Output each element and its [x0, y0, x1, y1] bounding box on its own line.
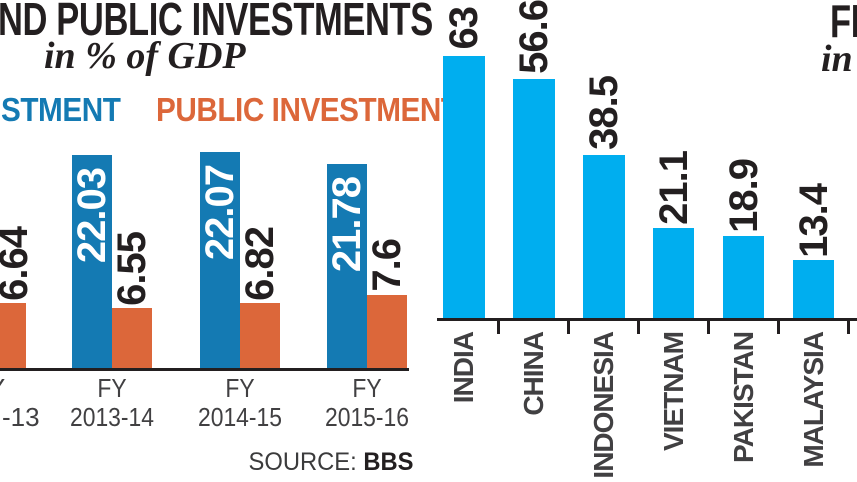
- xlabel-vietnam: VIETNAM: [658, 332, 689, 451]
- xlabel-year: 2014-15: [198, 402, 282, 432]
- legend-public-investment: PUBLIC INVESTMENT: [156, 91, 459, 128]
- value-public-fy2014-15: 6.82: [238, 227, 282, 301]
- bar-pakistan: [723, 236, 764, 318]
- right-x-axis: [437, 318, 857, 321]
- xlabel-fy2012-13-prefix: FY: [0, 375, 5, 402]
- source-line: SOURCE: BBS: [248, 448, 414, 476]
- value-indonesia: 38.5: [582, 76, 626, 150]
- value-vietnam: 21.1: [652, 151, 696, 225]
- axis-tick: [497, 318, 500, 334]
- axis-tick: [637, 318, 640, 334]
- bar-private-fy2014-15: [200, 152, 240, 368]
- axis-tick: [707, 318, 710, 334]
- bar-malaysia: [793, 260, 834, 318]
- xlabel-pakistan: PAKISTAN: [728, 332, 759, 463]
- xlabel-fy2012-13-year: -13: [2, 402, 40, 432]
- xlabel-prefix: FY: [225, 373, 255, 403]
- xlabel-india: INDIA: [448, 332, 479, 404]
- bar-public-fy2012-13: [0, 303, 26, 368]
- value-private-fy2014-15: 22.07: [198, 165, 242, 261]
- xlabel-year: 2013-14: [70, 402, 154, 432]
- bar-private-fy2015-16: [327, 164, 367, 368]
- legend-private-investment: STMENT: [1, 91, 121, 128]
- xlabel-prefix: FY: [352, 373, 382, 403]
- bar-india: [443, 56, 485, 318]
- bar-private-fy2013-14: [72, 155, 112, 368]
- axis-tick: [777, 318, 780, 334]
- xlabel-fy2015-16: FY 2015-16: [297, 375, 438, 431]
- value-public-fy2015-16: 7.6: [365, 239, 409, 292]
- value-private-fy2013-14: 22.03: [70, 168, 114, 264]
- value-private-fy2015-16: 21.78: [325, 177, 369, 273]
- xlabel-prefix: FY: [97, 373, 127, 403]
- xlabel-china: CHINA: [518, 332, 549, 416]
- left-chart-subtitle: in % of GDP: [44, 35, 246, 77]
- right-chart-subtitle: in: [821, 38, 853, 80]
- source-label: SOURCE:: [248, 448, 357, 476]
- bar-china: [513, 79, 555, 318]
- right-chart-title: FI: [830, 0, 857, 47]
- xlabel-indonesia: INDONESIA: [588, 332, 619, 479]
- xlabel-fy2013-14: FY 2013-14: [42, 375, 183, 431]
- value-public-fy2012-13: 6.64: [0, 227, 36, 301]
- value-malaysia: 13.4: [792, 184, 836, 258]
- value-india: 63: [442, 7, 486, 50]
- bar-indonesia: [583, 155, 625, 318]
- source-value: BBS: [363, 448, 414, 476]
- axis-tick: [847, 318, 850, 334]
- bar-public-fy2013-14: [112, 308, 152, 368]
- bar-public-fy2014-15: [240, 303, 280, 368]
- bar-public-fy2015-16: [367, 295, 407, 368]
- value-china: 56.6: [512, 0, 556, 74]
- xlabel-malaysia: MALAYSIA: [798, 332, 829, 468]
- xlabel-fy2014-15: FY 2014-15: [170, 375, 311, 431]
- value-public-fy2013-14: 6.55: [110, 232, 154, 306]
- xlabel-year: 2015-16: [325, 402, 409, 432]
- left-x-axis: [0, 368, 409, 371]
- left-chart-title: ND PUBLIC INVESTMENTS: [0, 0, 433, 45]
- bar-vietnam: [653, 228, 694, 318]
- axis-tick: [567, 318, 570, 334]
- value-pakistan: 18.9: [722, 159, 766, 233]
